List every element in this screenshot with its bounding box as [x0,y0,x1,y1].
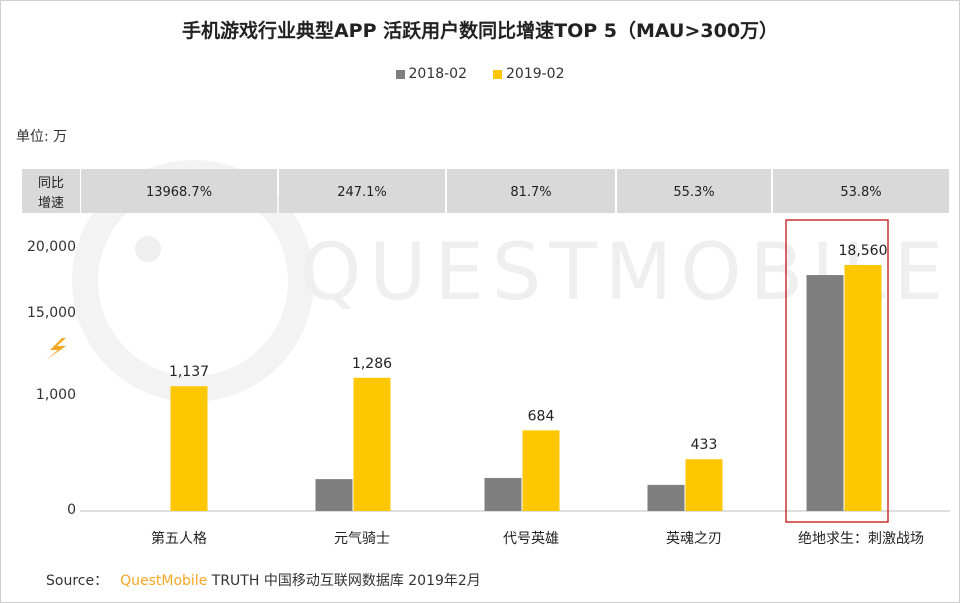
growth-cell-2 [447,169,615,213]
legend-swatch-2018 [395,69,405,79]
growth-value-1: 247.1% [337,185,387,200]
growth-header-line-1: 同比 [38,176,64,191]
source-line: Source： QuestMobile TRUTH 中国移动互联网数据库 2019… [46,570,481,590]
legend-item-2019: 2019-02 [493,66,565,82]
data-label-2019-1: 1,286 [352,356,392,372]
bar-2019-1 [353,377,391,511]
y-tick-1: 15,000 [27,305,76,321]
chart-title: 手机游戏行业典型APP 活跃用户数同比增速TOP 5（MAU>300万） [181,20,779,42]
source-brand: QuestMobile [120,573,208,589]
legend: 2018-02 2019-02 [0,66,960,82]
bar-2019-2 [522,430,560,511]
watermark-dot [135,236,161,262]
bar-2018-3 [647,484,685,511]
unit-label: 单位: 万 [16,129,68,145]
highlight-box [785,219,889,523]
axis-break-icon [46,338,66,360]
data-label-2019-3: 433 [691,437,718,453]
x-tick-3: 英魂之刃 [666,530,722,547]
y-tick-3: 0 [67,502,76,518]
x-tick-1: 元气骑士 [334,531,390,547]
bar-2018-1 [315,479,353,511]
growth-value-3: 55.3% [673,185,714,200]
growth-cell-0 [81,169,277,213]
growth-value-0: 13968.7% [146,185,212,200]
bar-2019-4 [844,265,882,511]
growth-cell-3 [617,169,771,213]
growth-cell-4 [773,169,949,213]
y-tick-0: 20,000 [27,239,76,255]
growth-value-4: 53.8% [840,185,881,200]
bar-2019-0 [170,386,208,511]
growth-value-2: 81.7% [510,185,551,200]
growth-header-cell [22,169,80,213]
legend-item-2018: 2018-02 [395,66,468,82]
legend-swatch-2019 [493,69,502,79]
y-tick-2: 1,000 [36,387,76,403]
data-label-2019-4: 18,560 [839,243,888,259]
data-label-2019-0: 1,137 [169,364,209,380]
growth-header-line-2: 增速 [38,196,64,211]
legend-label-2019: 2019-02 [506,66,565,82]
bar-2018-2 [484,477,522,511]
bar-2019-3 [685,459,723,511]
data-label-2019-2: 684 [528,408,555,424]
x-tick-0: 第五人格 [151,530,207,547]
source-suffix: TRUTH 中国移动互联网数据库 2019年2月 [211,573,481,589]
x-tick-4: 绝地求生：刺激战场 [798,530,924,547]
source-prefix: Source： [46,573,109,589]
legend-label-2018: 2018-02 [408,66,468,82]
bar-2018-4 [806,275,844,511]
growth-cell-1 [279,169,445,213]
x-tick-2: 代号英雄 [503,530,559,547]
